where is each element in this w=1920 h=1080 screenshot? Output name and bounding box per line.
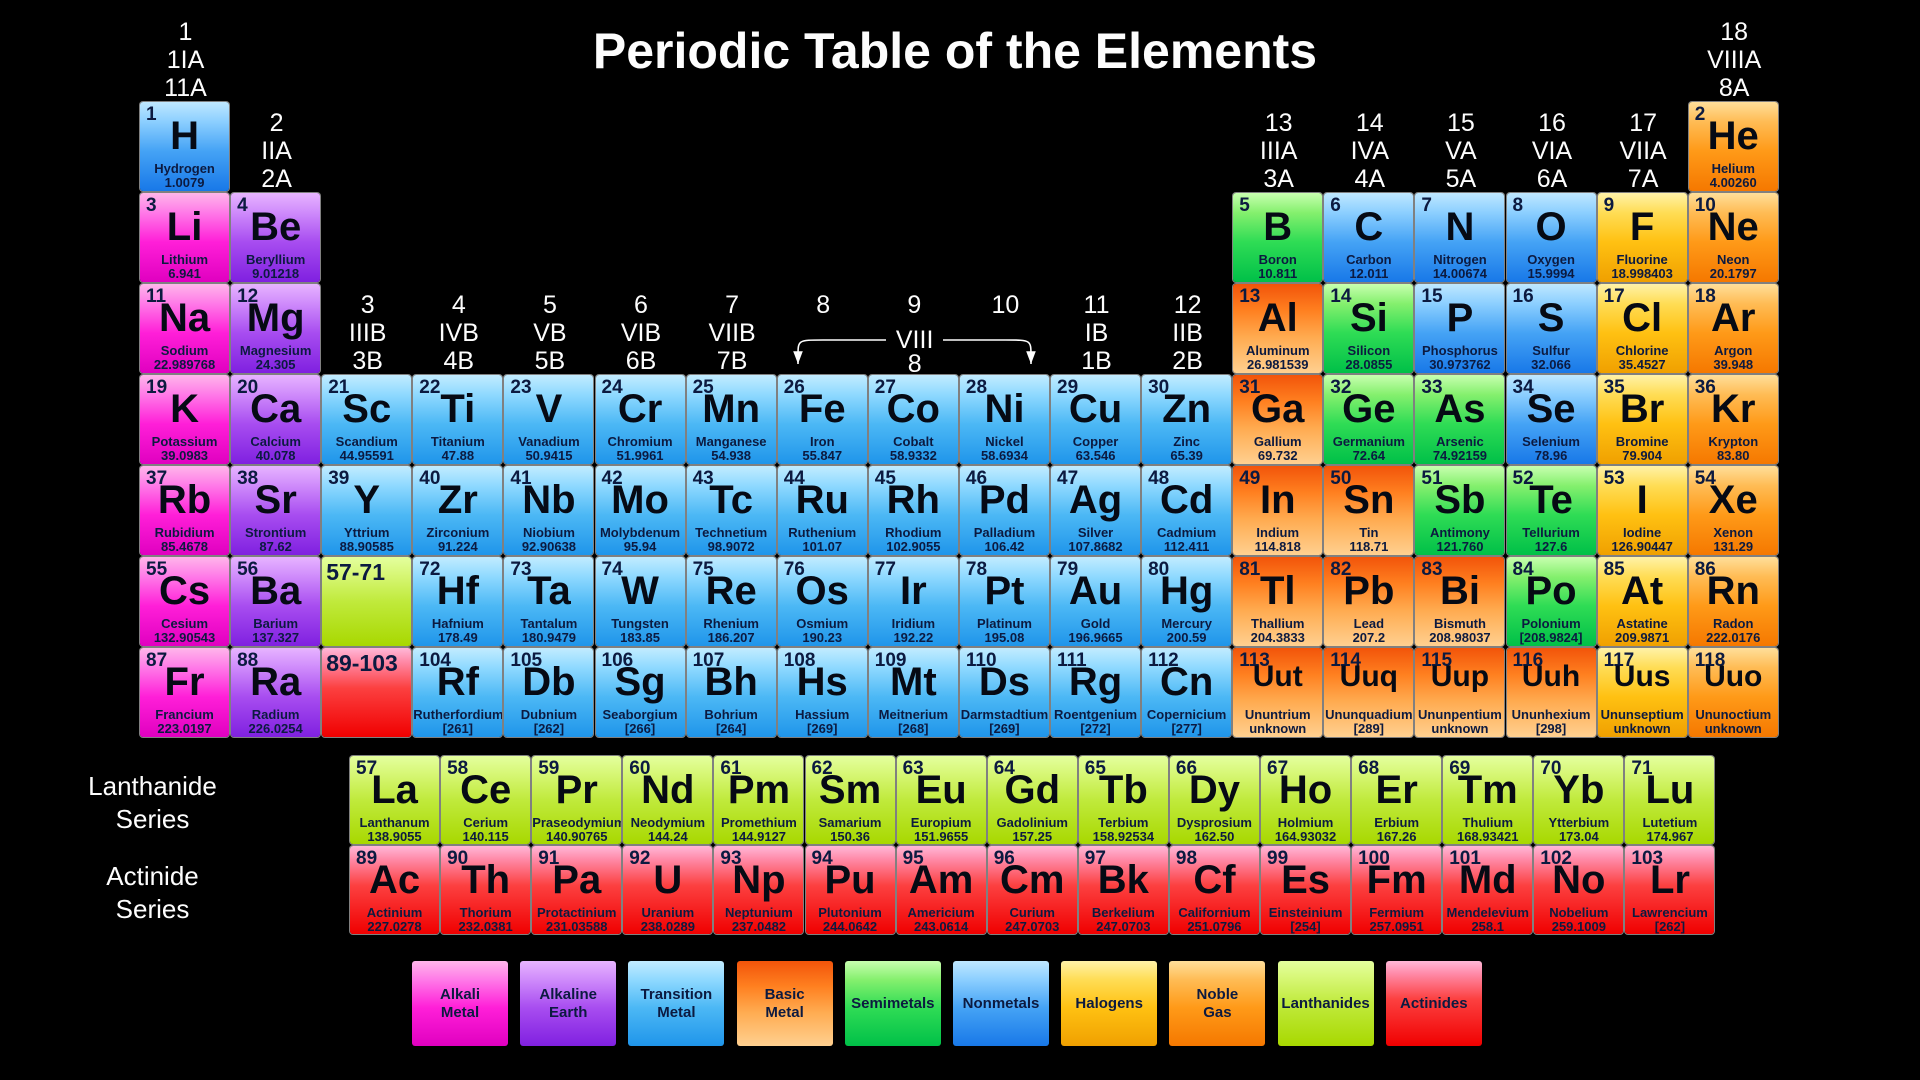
svg-text:8: 8 <box>907 350 921 374</box>
